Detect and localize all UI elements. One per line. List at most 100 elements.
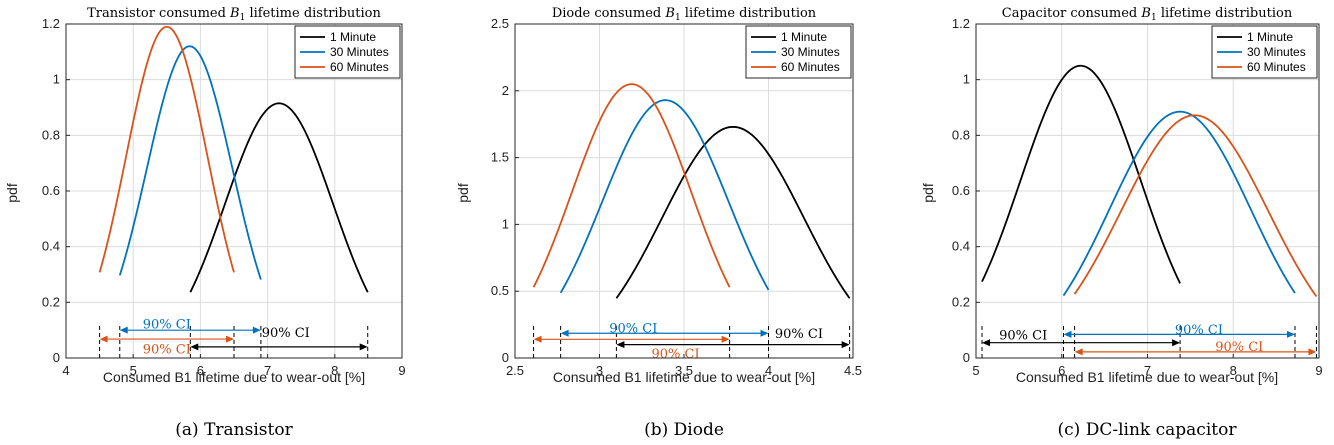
ci-label: 90% CI	[651, 347, 699, 362]
ci-arrow-head-right	[1308, 348, 1317, 356]
ci-arrow-head-right	[760, 329, 769, 337]
y-tick-label: 0.5	[491, 283, 509, 298]
series-curve-60-minutes	[1073, 114, 1318, 297]
chart-panel-capacitor: 5 6 7 8 9 0 0.2 0.4 0.6 0.8 1 1.2 90% CI 90% CI 90% CI…	[920, 6, 1323, 440]
ci-arrow-head-right	[721, 335, 730, 343]
ci-arrow-head-left	[1063, 330, 1072, 338]
x-tick-label: 6	[1058, 363, 1065, 378]
y-axis-label: pdf	[920, 183, 936, 203]
y-tick-label: 0.2	[952, 294, 970, 309]
y-tick-label: 0.8	[42, 127, 60, 142]
y-tick-label: 0	[502, 350, 509, 365]
y-axis-label: pdf	[4, 183, 20, 203]
ci-label: 90% CI	[143, 343, 191, 358]
y-tick-label: 0.6	[952, 183, 970, 198]
ci-label: 90% CI	[262, 326, 310, 341]
series-curve-60-minutes	[98, 25, 235, 273]
ci-label: 90% CI	[609, 322, 657, 337]
chart-panel-transistor: 4 5 6 7 8 9 0 0.2 0.4 0.6 0.8 1 1.2 90% CI 90% CI 90% C…	[4, 6, 406, 440]
y-tick-label: 2.5	[491, 16, 509, 31]
y-tick-label: 1	[53, 72, 60, 87]
series-curve-1-minute	[981, 64, 1181, 284]
series-curve-30-minutes	[1062, 110, 1296, 297]
ci-arrow-head-right	[1172, 339, 1181, 347]
ci-arrow-head-right	[252, 326, 261, 334]
chart-title: Transistor consumed B1 lifetime distribu…	[87, 6, 381, 23]
ci-label: 90% CI	[1175, 323, 1223, 338]
legend-entry: 60 Minutes	[330, 60, 389, 74]
ci-arrow-head-left	[1074, 348, 1083, 356]
ci-arrow-head-left	[119, 326, 128, 334]
y-tick-label: 0.6	[42, 183, 60, 198]
legend-entry: 30 Minutes	[781, 45, 840, 59]
ci-label: 90% CI	[999, 329, 1047, 344]
ci-arrow-head-left	[533, 335, 542, 343]
x-tick-label: 7	[1144, 363, 1151, 378]
ci-arrow-head-right	[226, 335, 234, 343]
ci-label: 90% CI	[1215, 340, 1263, 355]
series-curve-1-minute	[615, 125, 851, 299]
x-tick-label: 8	[331, 363, 338, 378]
y-tick-label: 0.4	[952, 239, 970, 254]
y-tick-label: 0	[963, 350, 970, 365]
legend-entry: 1 Minute	[781, 30, 827, 44]
series-curve-30-minutes	[118, 45, 262, 280]
x-axis-label: Consumed B1 lifetime due to wear-out [%]	[1016, 369, 1278, 385]
chart-title: Diode consumed B1 lifetime distribution	[552, 6, 817, 23]
ci-label: 90% CI	[775, 327, 823, 342]
x-axis-label: Consumed B1 lifetime due to wear-out [%]	[103, 369, 365, 385]
ci-arrow-head-right	[359, 343, 368, 351]
figure-caption: (a) Transistor	[175, 420, 293, 440]
legend-entry: 60 Minutes	[1247, 60, 1306, 74]
figure-caption: (c) DC-link capacitor	[1058, 420, 1238, 440]
chart-panel-diode: 2.5 3 3.5 4 4.5 0 0.5 1 1.5 2 2.5 90% CI 90% CI 90% C…	[455, 6, 862, 440]
ci-arrow-head-left	[560, 329, 569, 337]
x-tick-label: 3	[596, 363, 603, 378]
ci-arrow-head-left	[190, 343, 199, 351]
x-tick-label: 3.5	[675, 363, 693, 378]
x-tick-label: 9	[398, 363, 405, 378]
y-tick-label: 1	[963, 72, 970, 87]
y-tick-label: 2	[502, 83, 509, 98]
chart-title: Capacitor consumed B1 lifetime distribut…	[1002, 6, 1293, 23]
ci-arrow-head-left	[616, 341, 625, 349]
plot-frame	[65, 23, 403, 359]
y-tick-label: 1.2	[952, 16, 970, 31]
series-curve-60-minutes	[532, 83, 731, 288]
ci-arrow-head-left	[982, 339, 991, 347]
legend-entry: 30 Minutes	[1247, 45, 1306, 59]
y-tick-label: 0.2	[42, 294, 60, 309]
ci-arrow-head-right	[1286, 330, 1295, 338]
x-axis-label: Consumed B1 lifetime due to wear-out [%]	[553, 369, 815, 385]
plot-frame	[975, 23, 1320, 359]
ci-arrow-head-left	[99, 335, 108, 343]
y-tick-label: 0.8	[952, 127, 970, 142]
x-tick-label: 6	[197, 363, 204, 378]
x-tick-label: 2.5	[506, 363, 524, 378]
series-curve-30-minutes	[559, 99, 770, 294]
ci-label: 90% CI	[143, 318, 191, 333]
x-tick-label: 4	[765, 363, 772, 378]
figure-caption: (b) Diode	[644, 420, 724, 440]
legend-entry: 1 Minute	[1247, 30, 1293, 44]
y-axis-label: pdf	[455, 183, 471, 203]
y-tick-label: 0	[53, 350, 60, 365]
legend-entry: 30 Minutes	[330, 45, 389, 59]
legend-entry: 1 Minute	[330, 30, 376, 44]
x-tick-label: 7	[264, 363, 271, 378]
x-tick-label: 9	[1315, 363, 1322, 378]
legend-entry: 60 Minutes	[781, 60, 840, 74]
x-tick-label: 8	[1230, 363, 1237, 378]
plot-frame	[514, 23, 854, 359]
x-tick-label: 5	[130, 363, 137, 378]
x-tick-label: 4	[62, 363, 69, 378]
ci-arrow-head-right	[841, 341, 850, 349]
y-tick-label: 1.2	[42, 16, 60, 31]
y-tick-label: 0.4	[42, 239, 60, 254]
x-tick-label: 4.5	[844, 363, 862, 378]
x-tick-label: 5	[972, 363, 979, 378]
